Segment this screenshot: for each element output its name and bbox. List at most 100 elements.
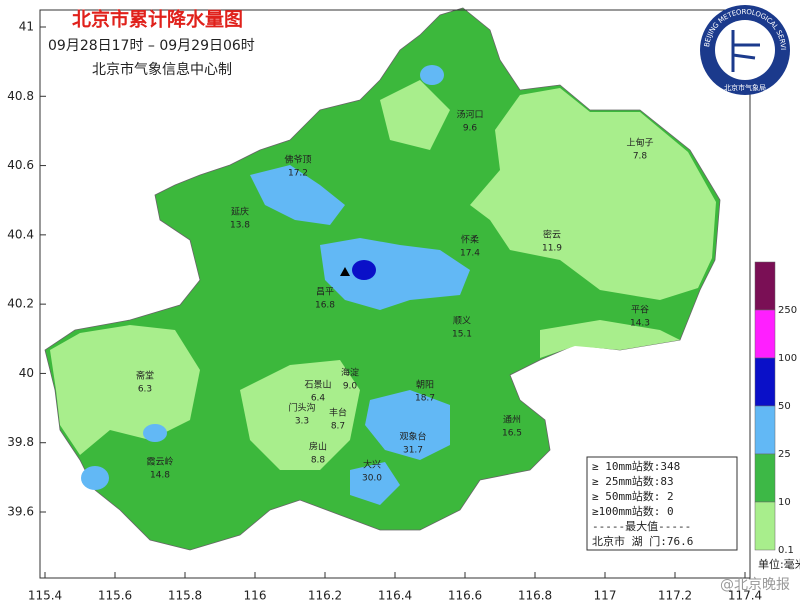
station-value: 18.7 [415,394,435,404]
station-value: 16.5 [502,429,522,439]
station-name: 观象台 [399,431,426,443]
logo-bottom-text: 北京市气象局 [724,83,766,92]
station-name: 门头沟 [288,402,315,414]
stats-line: -----最大值----- [592,519,691,533]
station-value: 14.8 [150,471,170,481]
x-tick-label: 115.8 [168,589,202,603]
station-value: 6.4 [311,394,326,404]
heavy-rain-area [350,462,400,505]
map [44,7,721,551]
station-name: 石景山 [304,380,331,391]
station-name: 汤河口 [456,109,483,121]
station-value: 8.8 [311,456,326,466]
light-rain-area [540,320,680,358]
station-value: 14.3 [630,319,650,329]
y-tick-label: 39.6 [7,505,34,519]
heavy-rain-area [320,238,470,310]
station-value: 31.7 [403,446,423,456]
heavy-rain-area [250,165,345,225]
station-name: 斋堂 [136,370,154,382]
station-triangle [340,267,350,276]
light-rain-area [380,80,450,150]
stats-line: ≥ 50mm站数: 2 [592,489,674,503]
storm-area [352,260,376,280]
station-name: 延庆 [231,206,249,218]
y-tick-label: 40.4 [7,227,34,241]
station-name: 朝阳 [416,380,434,391]
station-name: 海淀 [341,367,359,379]
light-rain-area [470,88,716,300]
stats-line: 北京市 湖 门:76.6 [592,534,693,548]
x-tick-label: 116.8 [518,589,552,603]
legend-label: 100 [778,353,797,364]
x-tick-label: 115.4 [28,589,62,603]
x-tick-label: 117.2 [658,589,692,603]
station-name: 大兴 [363,459,381,471]
legend-label: 25 [778,449,791,460]
legend-swatch [754,309,776,359]
heavy-rain-area [420,65,444,85]
x-tick-label: 115.6 [98,589,132,603]
stats-line: ≥100mm站数: 0 [592,504,674,518]
station-value: 15.1 [452,330,472,340]
legend-label: 50 [778,401,791,412]
map-title: 北京市累计降水量图 [72,8,243,31]
heavy-rain-area [365,390,450,460]
logo-mark [731,30,760,72]
station-value: 3.3 [295,417,309,427]
station-name: 怀柔 [461,234,479,246]
stats-line: ≥ 10mm站数:348 [592,459,680,473]
legend-swatch [754,261,776,311]
legend-label: 10 [778,497,791,508]
station-name: 平谷 [631,305,649,316]
station-value: 13.8 [230,221,250,231]
legend-swatch [754,501,776,551]
station-value: 6.3 [138,385,152,395]
logo-inner [715,20,775,80]
x-tick-label: 117.4 [728,589,762,603]
station-value: 16.8 [315,301,335,311]
station-value: 11.9 [542,244,562,254]
station-value: 17.4 [460,249,480,259]
station-value: 7.8 [633,152,648,162]
light-rain-area [240,360,360,470]
legend-label: 0.1 [778,545,794,556]
y-tick-label: 39.8 [7,435,34,449]
x-tick-label: 116.6 [448,589,482,603]
station-value: 8.7 [331,422,345,432]
period: 09月28日17时 – 09月29日06时 [48,38,255,54]
legend-unit: 单位:毫米 [758,557,800,571]
x-tick-label: 116.2 [308,589,342,603]
y-tick-label: 40.2 [7,297,34,311]
y-tick-label: 40.6 [7,158,34,172]
station-name: 密云 [543,229,561,241]
x-tick-label: 116.4 [378,589,412,603]
y-tick-label: 40 [19,366,34,380]
legend-swatch [754,405,776,455]
heavy-rain-area [81,466,109,490]
heavy-rain-area [143,424,167,442]
station-name: 房山 [309,441,327,453]
x-tick-label: 116 [244,589,267,603]
stats-box [586,456,738,551]
stats-line: ≥ 25mm站数:83 [592,474,674,488]
station-value: 9.6 [463,124,478,134]
light-rain-area [50,325,200,455]
station-name: 丰台 [329,407,347,419]
station-name: 上甸子 [626,137,653,149]
watermark: @北京晚报 [720,577,790,593]
y-tick-label: 40.8 [7,89,34,103]
legend-swatch [754,357,776,407]
station-name: 昌平 [316,287,334,298]
station-name: 佛爷顶 [284,154,311,166]
station-name: 顺义 [453,316,471,327]
station-value: 9.0 [343,382,358,392]
legend-label: 250 [778,305,797,316]
issuer: 北京市气象信息中心制 [92,61,232,78]
station-value: 30.0 [362,474,382,484]
station-value: 17.2 [288,169,308,179]
legend-swatch [754,453,776,503]
station-name: 通州 [503,415,521,426]
x-tick-label: 117 [594,589,617,603]
